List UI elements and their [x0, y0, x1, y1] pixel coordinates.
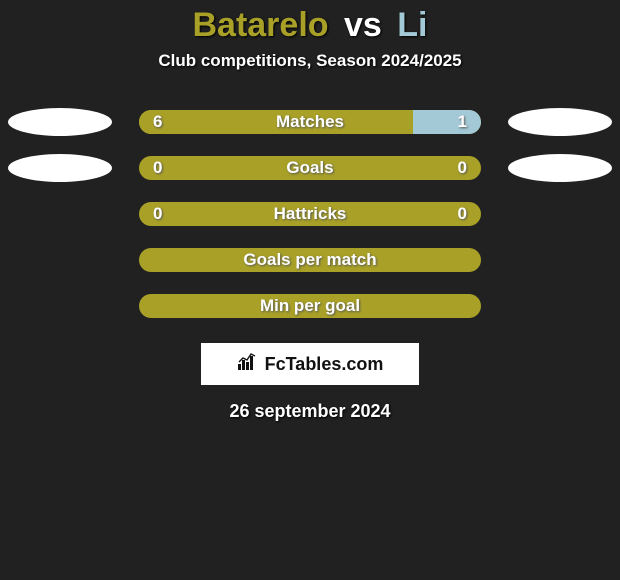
stat-bar: 00Hattricks: [139, 202, 481, 226]
barchart-icon: [237, 352, 259, 377]
stat-value-left: 6: [153, 112, 162, 132]
subtitle: Club competitions, Season 2024/2025: [0, 51, 620, 71]
logo-box: FcTables.com: [201, 343, 419, 385]
chart-container: Batarelo vs Li Club competitions, Season…: [0, 0, 620, 422]
stat-value-right: 1: [458, 112, 467, 132]
title-player1: Batarelo: [192, 6, 328, 44]
stat-row: 00Goals: [0, 145, 620, 191]
player-ellipse-right: [508, 108, 612, 136]
stat-bar-left: [139, 156, 481, 180]
stat-bar-left: [139, 294, 481, 318]
stats-list: 61Matches00Goals00HattricksGoals per mat…: [0, 99, 620, 329]
title: Batarelo vs Li: [0, 6, 620, 45]
stat-value-left: 0: [153, 204, 162, 224]
player-ellipse-right: [508, 154, 612, 182]
stat-value-right: 0: [458, 204, 467, 224]
stat-row: 61Matches: [0, 99, 620, 145]
stat-bar-left: [139, 110, 413, 134]
title-player2: Li: [397, 6, 427, 44]
stat-bar: 00Goals: [139, 156, 481, 180]
stat-bar-left: [139, 248, 481, 272]
title-vs: vs: [338, 6, 388, 44]
logo-text: FcTables.com: [265, 354, 384, 375]
stat-value-right: 0: [458, 158, 467, 178]
stat-bar-left: [139, 202, 481, 226]
player-ellipse-left: [8, 154, 112, 182]
stat-bar: Goals per match: [139, 248, 481, 272]
player-ellipse-left: [8, 108, 112, 136]
stat-row: Goals per match: [0, 237, 620, 283]
stat-value-left: 0: [153, 158, 162, 178]
date-text: 26 september 2024: [0, 401, 620, 422]
stat-bar-right: [413, 110, 481, 134]
stat-row: 00Hattricks: [0, 191, 620, 237]
stat-bar: Min per goal: [139, 294, 481, 318]
stat-row: Min per goal: [0, 283, 620, 329]
stat-bar: 61Matches: [139, 110, 481, 134]
